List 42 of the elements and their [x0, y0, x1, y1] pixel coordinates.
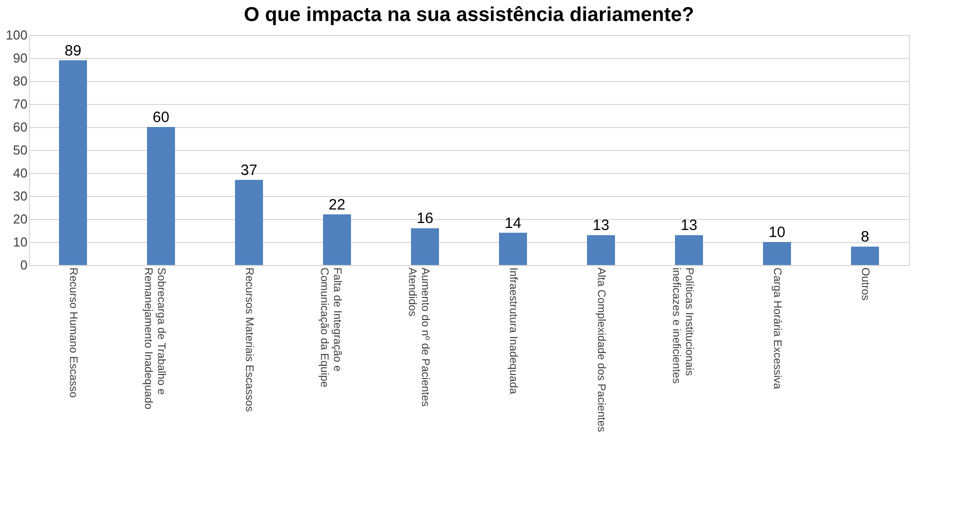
- data-label: 13: [680, 217, 698, 234]
- y-tick-label: 40: [13, 166, 28, 180]
- x-tick-label: Recurso Humano Escasso: [67, 268, 79, 398]
- y-tick-label: 90: [13, 50, 28, 66]
- bar: [851, 246, 879, 265]
- y-tick-label: 50: [13, 142, 28, 158]
- x-tick-label: Outros: [859, 268, 871, 302]
- bar: [763, 242, 791, 265]
- data-label: 14: [504, 214, 522, 232]
- y-tick-label: 0: [20, 258, 28, 272]
- data-label: 89: [64, 42, 82, 60]
- x-tick-label: Sobrecarga de Trabalho e Remanejamento Inadequado: [142, 268, 167, 410]
- x-tick-label: Alta Complexidade dos Pacientes: [595, 268, 607, 432]
- bar: [675, 235, 703, 265]
- data-label: 13: [592, 217, 610, 234]
- bar: [323, 214, 351, 265]
- bar: [59, 60, 87, 265]
- x-tick-label: Falta de Integração e Comunicação da Equipe: [318, 268, 343, 388]
- y-tick-label: 20: [13, 212, 28, 226]
- chart-title: O que impacta na sua assistência diariamente?: [244, 4, 694, 26]
- data-label: 60: [152, 109, 170, 126]
- x-tick-label: Carga Horária Excessiva: [771, 268, 783, 390]
- bar: [235, 180, 263, 265]
- data-label: 22: [328, 196, 346, 214]
- x-tick-label: Infraestrutura Inadequada: [507, 268, 519, 395]
- y-tick-label: 60: [13, 120, 28, 134]
- x-tick-label: Aumento do nº de Pacientes Atendidos: [406, 268, 431, 408]
- data-label: 37: [240, 162, 258, 179]
- y-tick-label: 30: [13, 188, 28, 204]
- bar: [499, 232, 527, 265]
- x-tick-label: Políticas Institucionais ineficazes e ineficientes: [670, 268, 695, 384]
- data-label: 10: [768, 224, 786, 241]
- y-tick-label: 80: [13, 74, 28, 88]
- data-label: 16: [416, 210, 434, 228]
- data-label: 8: [860, 228, 870, 246]
- x-tick-label: Recursos Materiais Escassos: [243, 268, 255, 412]
- y-tick-label: 10: [13, 234, 28, 250]
- y-tick-label: 70: [13, 96, 28, 112]
- bar: [411, 228, 439, 265]
- y-tick-label: 100: [6, 28, 28, 42]
- bar: [587, 235, 615, 265]
- bar: [147, 127, 175, 265]
